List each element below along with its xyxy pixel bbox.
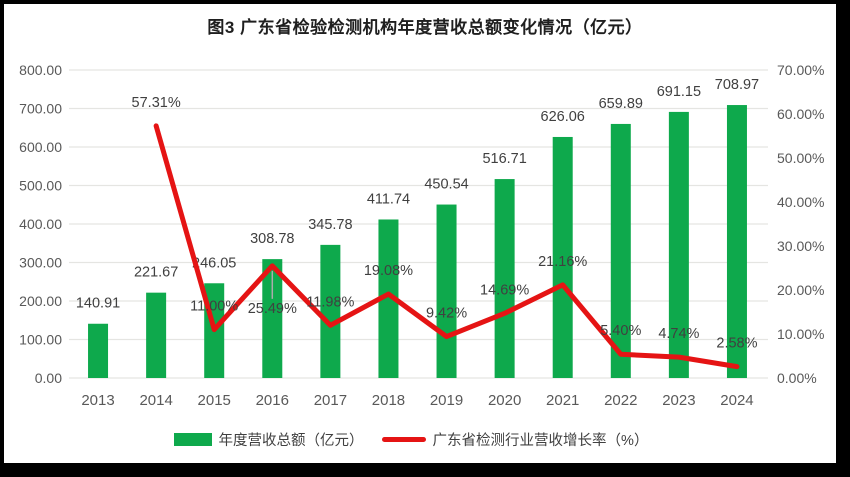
bar-value-label: 221.67: [134, 265, 178, 281]
legend-item-growth-rate: 广东省检测行业营收增长率（%）: [381, 429, 649, 450]
growth-rate-label: 21.16%: [538, 254, 587, 270]
left-axis-tick-label: 100.00: [19, 332, 62, 348]
growth-rate-label: 2.58%: [716, 336, 757, 352]
frame-border-right: [836, 0, 850, 477]
x-axis-label: 2013: [81, 392, 114, 409]
revenue-bar: [726, 105, 747, 379]
legend-bar-label: 年度营收总额（亿元）: [218, 433, 364, 449]
revenue-bar: [436, 204, 457, 378]
x-axis-label: 2022: [604, 392, 637, 409]
growth-rate-label: 14.69%: [480, 282, 529, 298]
revenue-bar: [552, 136, 573, 378]
right-axis-tick-label: 0.00%: [777, 370, 817, 386]
revenue-bar: [494, 179, 515, 378]
bar-value-label: 708.97: [715, 77, 759, 93]
growth-rate-label: 4.74%: [658, 326, 699, 342]
bar-value-label: 450.54: [424, 177, 468, 193]
right-axis-tick-label: 20.00%: [777, 282, 824, 298]
growth-rate-label: 11.00%: [190, 299, 238, 315]
right-axis-tick-label: 50.00%: [777, 150, 824, 166]
x-axis-label: 2018: [372, 392, 405, 409]
growth-rate-label: 19.08%: [364, 263, 413, 279]
right-axis-tick-label: 40.00%: [777, 194, 824, 210]
left-axis-tick-label: 500.00: [19, 178, 62, 194]
bar-value-label: 626.06: [541, 109, 585, 125]
revenue-bar: [262, 259, 283, 378]
growth-rate-label: 5.40%: [600, 323, 641, 339]
x-axis-label: 2017: [314, 392, 347, 409]
x-axis-label: 2021: [546, 392, 579, 409]
bar-value-label: 345.78: [308, 217, 352, 233]
legend: 年度营收总额（亿元） 广东省检测行业营收增长率（%）: [0, 429, 822, 450]
legend-item-revenue: 年度营收总额（亿元）: [173, 429, 364, 450]
frame-border-bottom: [0, 463, 850, 477]
growth-rate-label: 25.49%: [248, 301, 297, 317]
x-axis-label: 2015: [198, 392, 231, 409]
bar-value-label: 140.91: [76, 296, 120, 312]
revenue-bar: [668, 111, 689, 378]
bar-value-label: 308.78: [250, 231, 294, 247]
left-axis-tick-label: 600.00: [19, 139, 62, 155]
x-axis-label: 2020: [488, 392, 521, 409]
right-axis-tick-label: 30.00%: [777, 238, 824, 254]
legend-line-label: 广东省检测行业营收增长率（%）: [432, 433, 649, 449]
x-axis-label: 2023: [662, 392, 695, 409]
revenue-bar: [610, 123, 631, 378]
right-axis-tick-label: 70.00%: [777, 62, 824, 78]
left-axis-tick-label: 300.00: [19, 255, 62, 271]
frame-border-top: [0, 0, 850, 4]
left-axis-tick-label: 200.00: [19, 293, 62, 309]
left-axis-tick-label: 400.00: [19, 216, 62, 232]
bar-value-label: 516.71: [482, 151, 526, 167]
growth-rate-label: 11.98%: [306, 294, 354, 310]
revenue-bar: [88, 323, 109, 378]
frame-border-left: [0, 0, 4, 477]
growth-rate-line: [153, 123, 740, 370]
left-axis-tick-label: 700.00: [19, 101, 62, 117]
revenue-bar: [320, 244, 341, 378]
chart-title: 图3 广东省检验检测机构年度营收总额变化情况（亿元）: [207, 18, 643, 37]
x-axis-label: 2016: [256, 392, 289, 409]
bar-value-label: 691.15: [657, 84, 701, 100]
growth-rate-label: 57.31%: [132, 95, 181, 111]
growth-rate-label: 9.42%: [426, 306, 467, 322]
x-axis-label: 2024: [720, 392, 753, 409]
legend-bar-swatch: [173, 433, 212, 446]
left-axis-tick-label: 800.00: [19, 62, 62, 78]
revenue-bar: [146, 292, 167, 378]
revenue-bar: [378, 219, 399, 378]
right-axis-tick-label: 60.00%: [777, 106, 824, 122]
x-axis-label: 2014: [139, 392, 172, 409]
bar-value-label: 659.89: [599, 96, 643, 112]
x-axis-label: 2019: [430, 392, 463, 409]
bar-value-label: 246.05: [192, 255, 236, 271]
right-axis-tick-label: 10.00%: [777, 326, 824, 342]
bar-value-label: 411.74: [367, 191, 410, 207]
left-axis-tick-label: 0.00: [35, 370, 62, 386]
legend-line-swatch: [381, 437, 426, 442]
